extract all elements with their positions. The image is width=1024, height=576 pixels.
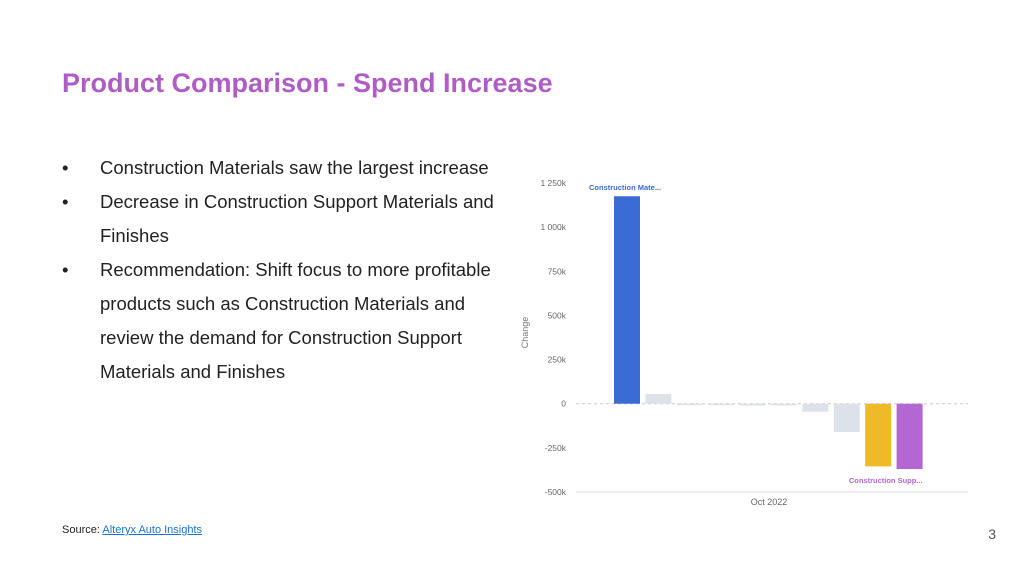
y-tick-label: 750k (548, 266, 567, 276)
bullet-text: Construction Materials saw the largest i… (100, 157, 489, 178)
x-tick-label: Oct 2022 (751, 497, 788, 507)
bar[interactable] (708, 403, 735, 406)
bar[interactable] (896, 403, 923, 470)
bar[interactable] (771, 403, 797, 406)
bullet-glyph: • (62, 191, 69, 212)
bullet-glyph: • (62, 259, 69, 280)
bar[interactable] (676, 403, 703, 406)
y-axis-label: Change (520, 317, 530, 349)
page-number: 3 (988, 526, 996, 542)
slide-title: Product Comparison - Spend Increase (62, 68, 553, 98)
y-tick-label: 1 250k (540, 178, 566, 188)
bullet-item: • Construction Materials saw the largest… (62, 151, 502, 185)
bar[interactable] (802, 403, 829, 412)
bullet-text: Decrease in Construction Support Materia… (100, 191, 494, 246)
bullet-text: Recommendation: Shift focus to more prof… (100, 259, 491, 382)
bar[interactable] (865, 403, 892, 467)
bullet-item: • Decrease in Construction Support Mater… (62, 185, 502, 253)
source-note: Source: Alteryx Auto Insights (62, 524, 202, 536)
change-bar-chart: 1 250k 1 000k 750k 500k 250k 0 -250k -500k Cons… (518, 172, 978, 512)
source-link[interactable]: Alteryx Auto Insights (102, 524, 203, 536)
y-tick-label: -500k (545, 487, 567, 497)
bar[interactable] (739, 403, 766, 406)
y-tick-label: 1 000k (540, 222, 566, 232)
source-label: Source: (62, 524, 100, 536)
y-tick-label: -250k (545, 443, 567, 453)
bar[interactable] (645, 394, 672, 404)
bar[interactable] (614, 196, 640, 404)
bullet-glyph: • (62, 157, 69, 178)
bar[interactable] (833, 403, 860, 432)
y-tick-label: 0 (561, 399, 566, 409)
y-tick-label: 500k (548, 310, 567, 320)
chart-svg: 1 250k 1 000k 750k 500k 250k 0 -250k -500k Cons… (520, 178, 968, 507)
bar-annotation: Construction Mate... (589, 183, 661, 192)
bullet-item: • Recommendation: Shift focus to more pr… (62, 253, 502, 389)
bar-annotation: Construction Supp... (849, 476, 923, 485)
y-tick-label: 250k (548, 355, 567, 365)
bullet-list: • Construction Materials saw the largest… (62, 151, 502, 389)
